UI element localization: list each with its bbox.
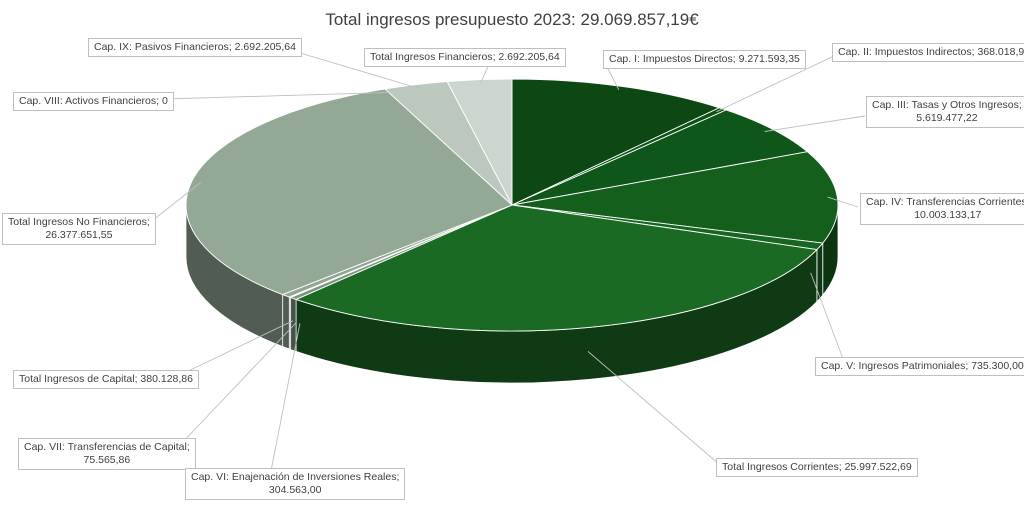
label-cap-iii: Cap. III: Tasas y Otros Ingresos; 5.619.4… [866, 96, 1024, 128]
label-cap-iv: Cap. IV: Transferencias Corrientes;10.00… [860, 193, 1024, 225]
label-total-no-financieros: Total Ingresos No Financieros; 26.377.651… [2, 213, 156, 245]
label-total-capital: Total Ingresos de Capital; 380.128,86 [13, 370, 199, 389]
leader-line-5 [587, 351, 721, 466]
label-cap-viii: Cap. VIII: Activos Financieros; 0 [13, 92, 174, 111]
pie-side-6 [290, 296, 297, 352]
label-cap-i: Cap. I: Impuestos Directos; 9.271.593,35 [603, 50, 806, 69]
leader-lines [142, 46, 866, 477]
label-cap-ii: Cap. II: Impuestos Indirectos; 368.018,9… [832, 43, 1024, 62]
label-total-corrientes: Total Ingresos Corrientes; 25.997.522,69 [716, 458, 918, 477]
label-cap-vi: Cap. VI: Enajenación de Inversiones Real… [185, 468, 406, 500]
leader-line-1 [716, 55, 835, 113]
chart-title: Total ingresos presupuesto 2023: 29.069.… [325, 10, 699, 29]
leader-line-3 [827, 196, 859, 208]
leader-line-10 [164, 91, 389, 100]
label-cap-ix: Cap. IX: Pasivos Financieros; 2.692.205,… [88, 38, 302, 57]
pie-slice-12 [446, 78, 513, 206]
label-total-financieros: Total Ingresos Financieros; 2.692.205,64 [364, 48, 566, 67]
label-cap-vii: Cap. VII: Transferencias de Capital; 75.5… [18, 438, 196, 470]
pie-slice-9 [185, 88, 513, 296]
pie-slice-0 [511, 78, 721, 206]
pie-slice-3 [511, 151, 839, 244]
leader-line-2 [764, 115, 866, 132]
leader-line-11 [279, 46, 419, 89]
label-cap-v: Cap. V: Ingresos Patrimoniales; 735.300,… [815, 357, 1024, 376]
pie-slice-5 [294, 204, 818, 332]
leader-line-6 [269, 323, 301, 477]
pie-tops [185, 78, 839, 332]
leader-line-7 [179, 321, 297, 446]
leader-line-8 [179, 320, 293, 376]
pie-side-8 [282, 293, 290, 350]
leader-line-4 [810, 272, 846, 365]
pie-slice-2 [511, 109, 809, 206]
